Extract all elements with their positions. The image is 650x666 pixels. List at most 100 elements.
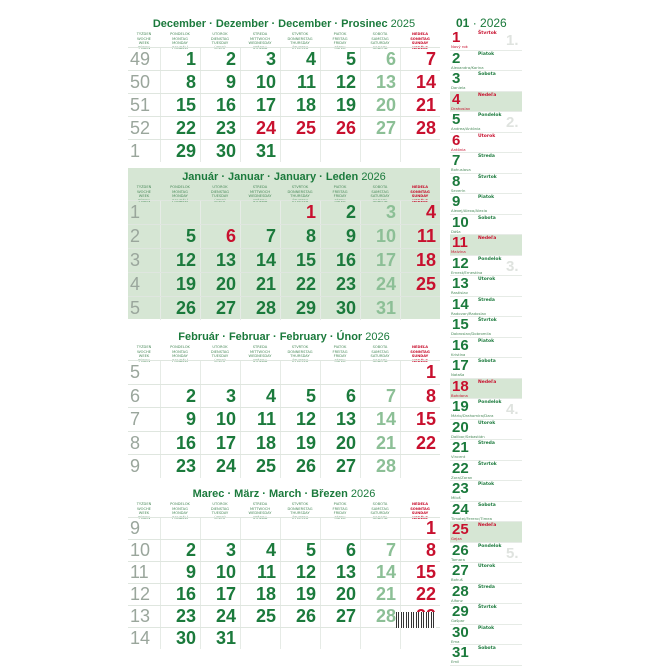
day-cell: 1 [280, 201, 320, 224]
weekday-label: ŠTVRTOK [291, 502, 309, 506]
day-cell: 3 [240, 48, 280, 70]
day-cell: 14 [360, 408, 400, 431]
day-number: 15 [452, 316, 469, 333]
day-cell [200, 518, 240, 539]
weekday-label: UTOROK [212, 345, 228, 349]
week-number: 8 [130, 432, 141, 453]
name-day: Zora/Zoran [451, 474, 473, 480]
week-number: 13 [130, 606, 151, 626]
day-cell [240, 361, 280, 384]
day-list-item: 30 Piatok Ema [450, 624, 522, 645]
week-number: 52 [130, 118, 151, 138]
week-row: 4 19 20 21 22 23 24 25 [128, 272, 440, 296]
day-list-item: 15 Štvrtok Dobroslav/Dobromila [450, 316, 522, 338]
name-day: Vincent [451, 454, 466, 459]
day-number: 12 [452, 254, 469, 272]
week-row: 51 15 16 17 18 19 20 21 [128, 93, 440, 116]
weekday-label: ŠTVRTOK [291, 32, 309, 36]
day-cell: 10 [240, 71, 280, 93]
weekday-label: WEDNESDAY [248, 41, 272, 46]
day-number: 25 [452, 521, 469, 538]
weekday-label: THURSDAY [290, 41, 310, 46]
day-cell: 30 [200, 140, 240, 162]
day-number: 5 [452, 111, 461, 128]
day-cell: 23 [320, 273, 360, 296]
day-of-week: Sobota [478, 359, 496, 364]
week-number: 1 [130, 202, 141, 222]
day-of-week: Pondelok [478, 113, 502, 118]
week-row: 9 23 24 25 26 27 28 [128, 454, 440, 478]
day-number: 1 [452, 29, 461, 46]
weekday-label: MONTAG [172, 189, 188, 194]
day-cell [200, 201, 240, 224]
day-list-item: 31 Sobota Emil [450, 644, 522, 666]
day-cell [400, 628, 440, 649]
day-cell: 20 [200, 273, 240, 296]
weekday-label: SONNTAG [410, 189, 430, 194]
weekday-label: STREDA [252, 185, 268, 189]
day-list-item: 1 Štvrtok Nový rok 1. [450, 29, 522, 51]
day-cell: 22 [160, 117, 200, 139]
day-cell [320, 628, 360, 649]
name-day: Alfonz [451, 597, 463, 603]
day-cell: 16 [160, 584, 200, 605]
day-cell: 5 [320, 48, 360, 70]
weekday-label: WEDNESDAY [248, 194, 272, 199]
day-number: 26 [452, 541, 469, 559]
week-number: 51 [130, 95, 151, 115]
name-day: Radovan/Radoslav [451, 310, 487, 316]
day-cell [320, 140, 360, 162]
day-list-item: 10 Sobota Dáša [450, 214, 522, 235]
day-of-week: Štvrtok [478, 174, 497, 180]
day-cell: 28 [240, 297, 280, 320]
day-cell: 25 [400, 273, 440, 296]
weekday-label: NEDEĽA [412, 502, 428, 506]
week-number: 10 [130, 540, 151, 560]
day-cell: 19 [160, 273, 200, 296]
weekday-label: WEEK [138, 354, 150, 359]
day-cell: 24 [240, 117, 280, 139]
weekday-label: SUNDAY [411, 354, 429, 359]
weekday-label: DIENSTAG [210, 189, 230, 194]
day-list-item: 17 Sobota Nataša [450, 357, 522, 379]
day-list-item: 6 Utorok Antónia [450, 132, 522, 153]
day-number: 21 [452, 439, 469, 456]
day-cell: 18 [240, 431, 280, 454]
day-cell: 23 [200, 117, 240, 139]
day-cell: 4 [280, 48, 320, 70]
day-cell [400, 140, 440, 162]
month-title: Január · Januar · January · Leden 2026 [128, 171, 440, 183]
weekday-label: ŠTVRTOK [291, 185, 309, 189]
day-list-item: 16 Piatok Kristína [450, 337, 522, 358]
weekday-label: SATURDAY [370, 511, 390, 516]
month-name: Marec · März · March · Březen [192, 488, 348, 500]
day-cell: 28 [400, 117, 440, 139]
week-number: 50 [130, 72, 151, 92]
day-cell: 15 [280, 249, 320, 272]
week-number: 9 [130, 456, 141, 476]
day-list-item: 24 Sobota Timotej/Ferenc/Timea [450, 501, 522, 522]
day-cell [360, 628, 400, 649]
day-list-item: 8 Štvrtok Severín [450, 173, 522, 194]
week-marker: 4. [506, 401, 519, 418]
day-cell: 5 [160, 225, 200, 248]
weekday-label: DONNERSTAG [287, 349, 313, 354]
month-block: December · Dezember · December · Prosine… [128, 15, 440, 162]
day-cell: 18 [240, 584, 280, 605]
weekday-label: SAMSTAG [371, 506, 389, 511]
day-list-item: 7 Streda Bohuslava [450, 152, 522, 174]
weekday-label: STREDA [252, 502, 268, 506]
day-cell: 11 [280, 71, 320, 93]
name-day: Miloš [451, 495, 461, 500]
day-cell: 19 [320, 94, 360, 116]
weekday-label: MITTWOCH [249, 506, 271, 511]
day-cell: 8 [400, 384, 440, 407]
day-cell [360, 361, 400, 384]
weekday-label: FRIDAY [333, 194, 347, 199]
day-cell: 22 [400, 584, 440, 605]
week-marker: 5. [506, 544, 519, 562]
weekday-label: MONTAG [172, 349, 188, 354]
day-cell: 14 [360, 562, 400, 583]
